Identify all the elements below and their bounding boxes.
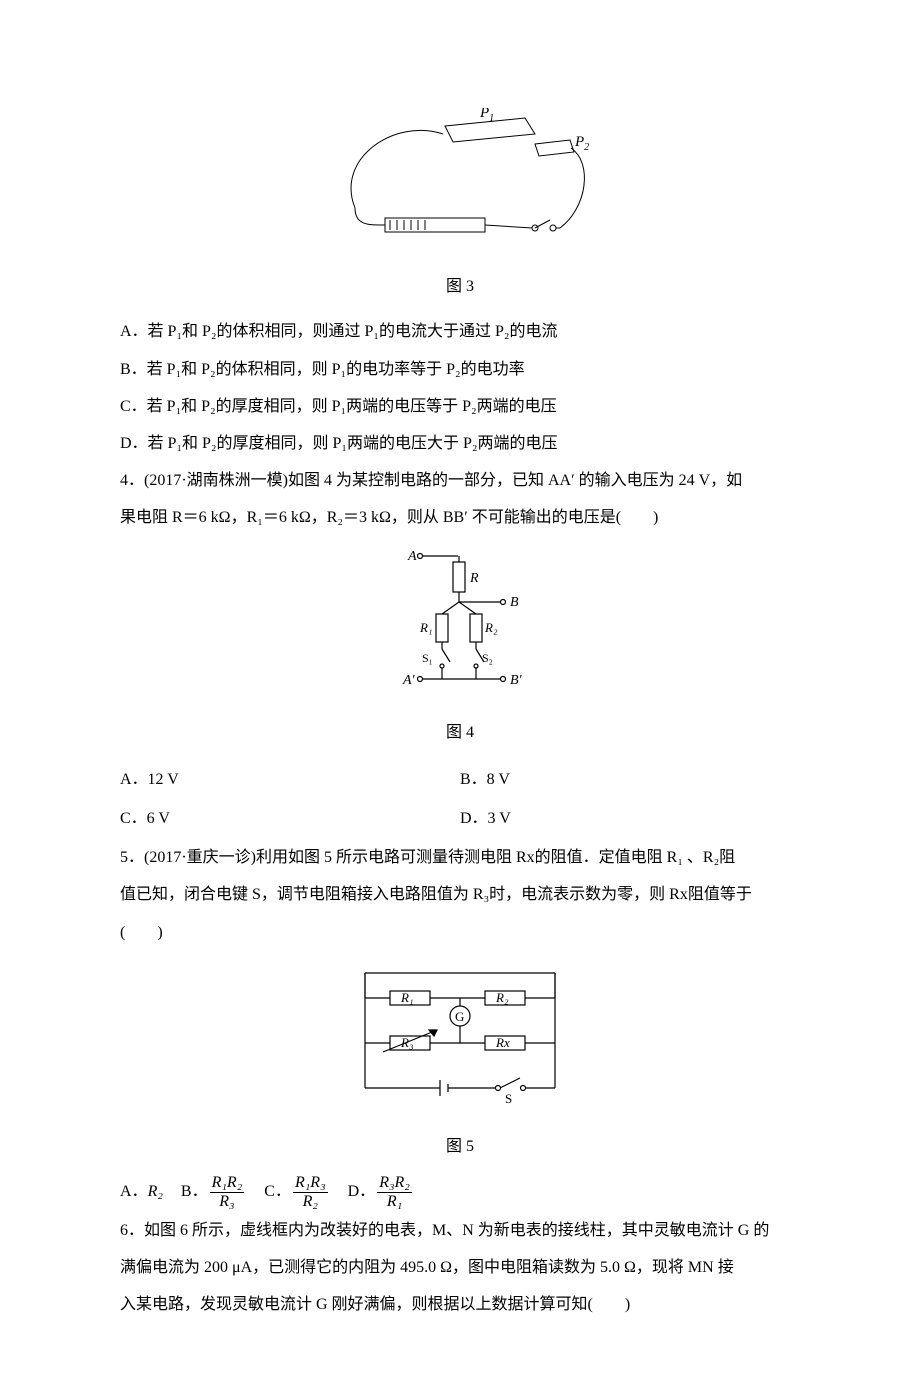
q5-stem-3: ( ) [120, 915, 800, 950]
q3-option-b: B．若 P₁和 P₂的体积相同，则 P₁的电功率等于 P₂的电功率 [120, 352, 800, 387]
figure-5-caption: 图 5 [120, 1129, 800, 1164]
svg-text:S: S [505, 1091, 512, 1106]
svg-text:R₁: R₁ [419, 620, 432, 635]
svg-text:S₂: S₂ [482, 651, 493, 665]
svg-text:B′: B′ [510, 673, 523, 688]
svg-text:R₁: R₁ [400, 990, 413, 1005]
svg-text:R: R [469, 571, 479, 586]
figure-4: A A′ B B′ R R₁ R₂ S₁ S₂ [120, 544, 800, 707]
q3-option-c: C．若 P₁和 P₂的厚度相同，则 P₁两端的电压等于 P₂两端的电压 [120, 389, 800, 424]
svg-text:A′: A′ [402, 673, 416, 688]
q4-stem-1: 4．(2017·湖南株洲一模)如图 4 为某控制电路的一部分，已知 AA′ 的输… [120, 463, 800, 498]
q5-option-a: A．R₂ [120, 1174, 163, 1210]
q4-option-b: B．8 V [460, 762, 800, 797]
q5-stem-1: 5．(2017·重庆一诊)利用如图 5 所示电路可测量待测电阻 Rx的阻值．定值… [120, 840, 800, 875]
q5-option-b: B．R₁R₂R₃ [181, 1174, 246, 1210]
q6-stem-1: 6．如图 6 所示，虚线框内为改装好的电表，M、N 为新电表的接线柱，其中灵敏电… [120, 1213, 800, 1248]
svg-text:R₂: R₂ [484, 620, 498, 635]
svg-text:A: A [407, 549, 417, 564]
q3-option-a: A．若 P₁和 P₂的体积相同，则通过 P₁的电流大于通过 P₂的电流 [120, 314, 800, 349]
q4-option-c: C．6 V [120, 801, 460, 836]
figure-5: R₁ R₂ R₃ Rx G S [120, 958, 800, 1121]
q5-stem-2: 值已知，闭合电键 S，调节电阻箱接入电路阻值为 R₃时，电流表示数为零，则 Rx… [120, 877, 800, 912]
fig3-p2-label: P2 [574, 134, 589, 153]
figure-4-caption: 图 4 [120, 715, 800, 750]
svg-text:S₁: S₁ [422, 651, 433, 665]
q4-option-d: D．3 V [460, 801, 800, 836]
figure-3-caption: 图 3 [120, 269, 800, 304]
q4-option-a: A．12 V [120, 762, 460, 797]
q6-stem-2: 满偏电流为 200 μA，已测得它的内阻为 495.0 Ω，图中电阻箱读数为 5… [120, 1250, 800, 1285]
svg-text:G: G [455, 1009, 464, 1024]
svg-text:B: B [510, 595, 519, 610]
q4-stem-2: 果电阻 R＝6 kΩ，R₁＝6 kΩ，R₂＝3 kΩ，则从 BB′ 不可能输出的… [120, 500, 800, 535]
q5-option-c: C．R₁R₃R₂ [264, 1174, 329, 1210]
q5-option-d: D．R₃R₂R₁ [348, 1174, 414, 1210]
svg-text:Rx: Rx [495, 1035, 510, 1050]
q3-option-d: D．若 P₁和 P₂的厚度相同，则 P₁两端的电压大于 P₂两端的电压 [120, 426, 800, 461]
figure-3: P1 P2 [120, 108, 800, 261]
svg-text:R₃: R₃ [400, 1035, 413, 1050]
q5-options: A．R₂ B．R₁R₂R₃ C．R₁R₃R₂ D．R₃R₂R₁ [120, 1174, 800, 1210]
q6-stem-3: 入某电路，发现灵敏电流计 G 刚好满偏，则根据以上数据计算可知( ) [120, 1287, 800, 1322]
svg-text:R₂: R₂ [495, 990, 509, 1005]
